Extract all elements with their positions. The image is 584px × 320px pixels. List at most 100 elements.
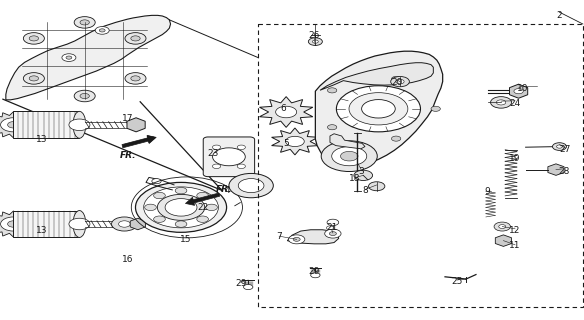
Polygon shape (0, 211, 41, 237)
Circle shape (99, 29, 105, 32)
Text: 26: 26 (308, 31, 320, 40)
Polygon shape (320, 63, 433, 90)
Text: 8: 8 (362, 186, 368, 195)
Circle shape (1, 217, 26, 231)
Polygon shape (315, 51, 443, 167)
Text: 21: 21 (326, 223, 338, 232)
Circle shape (8, 221, 19, 227)
Polygon shape (127, 118, 145, 132)
Circle shape (328, 88, 337, 93)
Text: 22: 22 (197, 204, 209, 212)
Circle shape (74, 90, 95, 102)
Circle shape (396, 79, 404, 84)
Circle shape (237, 145, 245, 149)
Circle shape (175, 221, 187, 227)
Circle shape (213, 145, 221, 149)
Circle shape (327, 219, 339, 226)
Circle shape (361, 100, 395, 118)
Polygon shape (330, 134, 365, 149)
Text: 17: 17 (121, 114, 133, 123)
Circle shape (62, 54, 76, 61)
Circle shape (23, 33, 44, 44)
Circle shape (328, 125, 337, 130)
Circle shape (238, 179, 264, 193)
Circle shape (312, 40, 318, 43)
Ellipse shape (73, 211, 86, 237)
Circle shape (293, 237, 300, 241)
Circle shape (326, 226, 333, 230)
Circle shape (349, 93, 408, 125)
Circle shape (329, 232, 336, 236)
Text: 13: 13 (36, 135, 48, 144)
Text: 20: 20 (391, 78, 403, 87)
Polygon shape (495, 235, 512, 246)
Circle shape (336, 86, 420, 132)
Circle shape (95, 27, 109, 34)
Circle shape (499, 225, 506, 228)
Circle shape (125, 33, 146, 44)
Circle shape (1, 118, 26, 132)
Circle shape (431, 106, 440, 111)
Polygon shape (130, 218, 145, 230)
Circle shape (125, 73, 146, 84)
Circle shape (237, 164, 245, 169)
Circle shape (369, 182, 385, 191)
Bar (258, 24, 583, 307)
Circle shape (154, 192, 165, 199)
Circle shape (213, 148, 245, 166)
Circle shape (354, 170, 373, 180)
Circle shape (80, 93, 89, 99)
Circle shape (144, 187, 218, 228)
Polygon shape (13, 111, 79, 138)
Circle shape (165, 199, 197, 216)
Circle shape (391, 76, 409, 87)
Text: 25: 25 (451, 277, 463, 286)
Polygon shape (509, 84, 528, 98)
Polygon shape (272, 128, 318, 155)
Text: 6: 6 (280, 104, 286, 113)
Text: 18: 18 (349, 174, 361, 183)
Circle shape (69, 218, 90, 230)
Text: 16: 16 (121, 255, 133, 264)
Circle shape (135, 182, 227, 232)
Text: FR.: FR. (120, 151, 136, 160)
Circle shape (276, 106, 297, 118)
Polygon shape (13, 211, 79, 237)
Circle shape (552, 143, 566, 150)
Circle shape (131, 36, 140, 41)
Text: 29: 29 (308, 267, 320, 276)
Circle shape (152, 179, 161, 184)
Circle shape (391, 76, 401, 82)
Circle shape (157, 194, 205, 220)
Circle shape (308, 38, 322, 45)
Polygon shape (203, 137, 255, 177)
Text: 29: 29 (235, 279, 246, 288)
Circle shape (496, 100, 506, 105)
Circle shape (80, 20, 89, 25)
Circle shape (69, 119, 90, 131)
Text: 15: 15 (180, 236, 192, 244)
Circle shape (311, 273, 320, 278)
Circle shape (29, 36, 39, 41)
Text: 11: 11 (509, 241, 521, 250)
Circle shape (286, 136, 304, 147)
Text: 28: 28 (558, 167, 569, 176)
Circle shape (557, 145, 562, 148)
Circle shape (514, 89, 523, 94)
Circle shape (74, 17, 95, 28)
Circle shape (206, 204, 217, 211)
Text: 3: 3 (358, 167, 364, 176)
Text: FR.: FR. (216, 185, 232, 194)
Text: 24: 24 (509, 100, 521, 108)
Circle shape (340, 151, 358, 161)
Circle shape (175, 188, 187, 194)
Text: 9: 9 (485, 187, 491, 196)
Text: 12: 12 (509, 226, 521, 235)
Circle shape (494, 222, 510, 231)
Circle shape (29, 76, 39, 81)
Text: 10: 10 (517, 84, 529, 93)
Circle shape (66, 56, 72, 59)
Text: 2: 2 (557, 11, 562, 20)
Polygon shape (259, 97, 313, 127)
Text: 19: 19 (509, 154, 521, 163)
